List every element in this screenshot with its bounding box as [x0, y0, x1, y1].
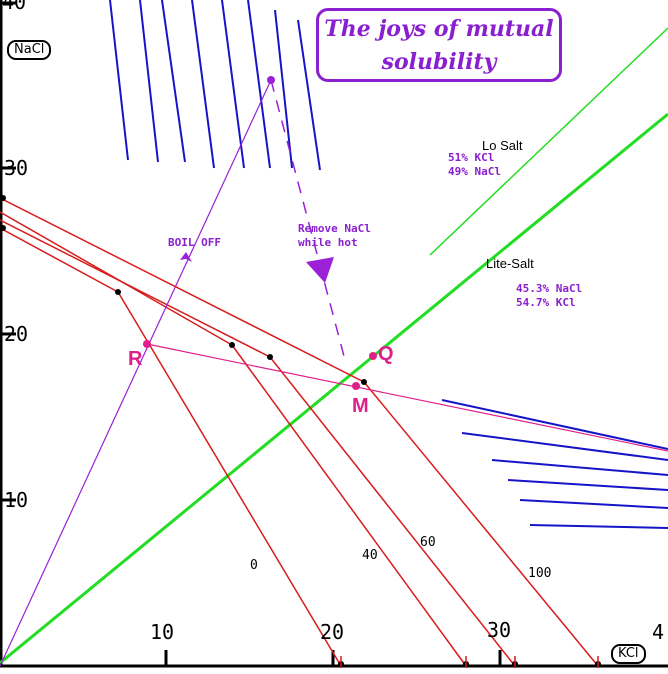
- x-tick-label-30: 30: [487, 618, 512, 642]
- title-line-2: solubility: [381, 49, 497, 75]
- remove-nacl-arrowhead: [306, 257, 334, 283]
- boil-off-path: [0, 79, 272, 667]
- x-axis-label: KCl: [611, 644, 646, 664]
- r-to-end-line: [146, 343, 668, 452]
- isotherm-label-0: 0: [250, 558, 258, 573]
- remove-nacl-label: Remove NaCl while hot: [298, 222, 371, 249]
- lo-salt-composition: 51% KCl 49% NaCl: [448, 151, 501, 178]
- dot-100: [361, 379, 367, 385]
- isotherm-label-100: 100: [528, 566, 552, 581]
- label-r: R: [128, 348, 143, 370]
- isotherm-label-40: 40: [362, 548, 378, 563]
- boil-off-label: BOIL OFF: [168, 236, 221, 249]
- nacl-crystal-hatching: [109, 0, 321, 171]
- dot-0: [115, 289, 121, 295]
- y-axis-label: NaCl: [7, 40, 52, 60]
- isotherm-label-60: 60: [420, 535, 436, 550]
- boil-off-arrowhead: [180, 252, 192, 262]
- dot-top-left: [0, 195, 6, 201]
- point-q: [369, 352, 377, 360]
- x-tick-label-10: 10: [150, 620, 175, 644]
- lite-salt-composition: 45.3% NaCl 54.7% KCl: [516, 282, 583, 309]
- lite-salt-name: Lite-Salt: [486, 256, 534, 271]
- lo-salt-name: Lo Salt: [482, 138, 523, 153]
- label-m: M: [352, 395, 369, 417]
- lo-salt-line: [429, 27, 668, 256]
- point-m: [352, 382, 360, 390]
- remove-nacl-path: [270, 79, 346, 361]
- title-line-1: The joys of mutual: [324, 16, 554, 42]
- label-q: Q: [378, 343, 394, 365]
- title-box: The joys of mutual solubility: [316, 8, 562, 82]
- dot-left: [0, 225, 6, 231]
- y-tick-label-20: 20: [4, 322, 29, 346]
- isotherm-markers: [340, 656, 599, 668]
- x-tick-label-20: 20: [320, 620, 345, 644]
- y-tick-label-40: 40: [2, 0, 27, 14]
- start-point: [267, 76, 275, 84]
- dot-40: [229, 342, 235, 348]
- x-tick-label-40: 4: [652, 620, 665, 644]
- isotherm-lines: [0, 197, 599, 667]
- kcl-crystal-hatching: [441, 399, 668, 529]
- lite-salt-line: [0, 112, 668, 665]
- y-tick-label-10: 10: [4, 488, 29, 512]
- y-tick-label-30: 30: [4, 156, 29, 180]
- dot-60: [267, 354, 273, 360]
- point-r: [143, 340, 151, 348]
